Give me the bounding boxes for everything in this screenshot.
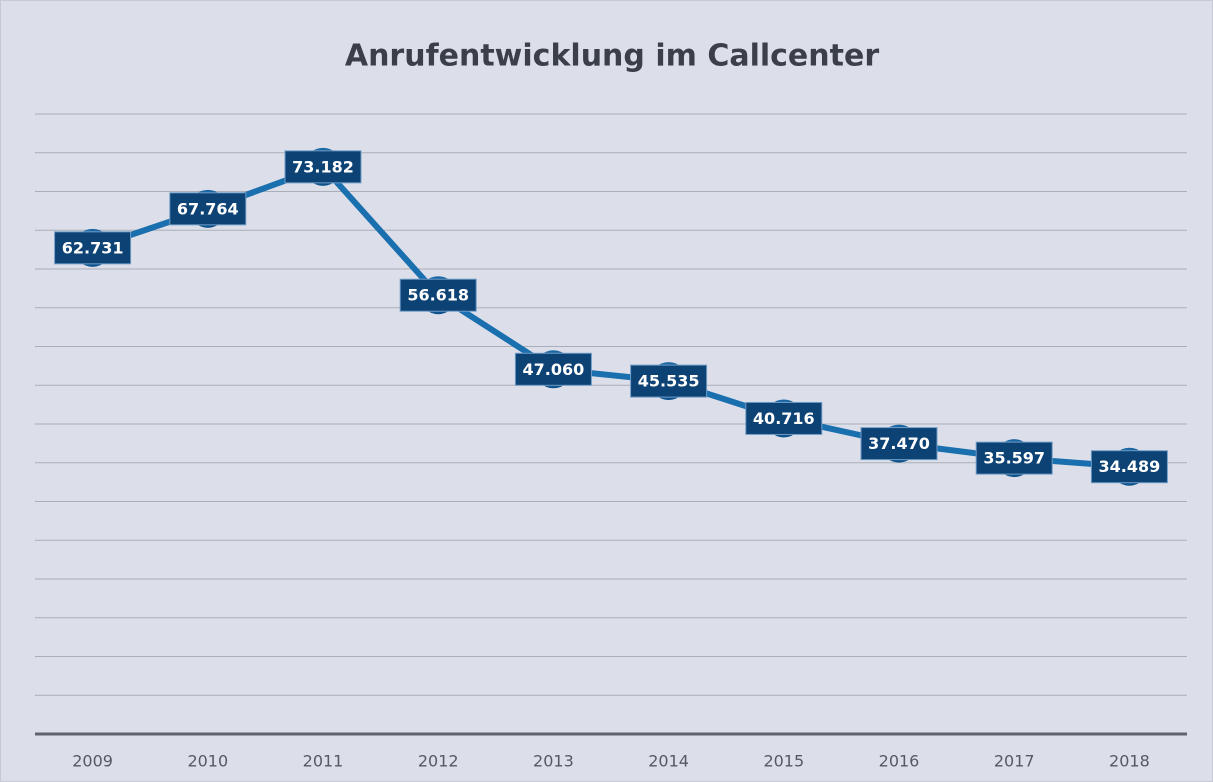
- x-tick-label: 2011: [303, 752, 344, 771]
- label-box: [399, 278, 477, 312]
- data-label: 37.470: [868, 434, 930, 453]
- line: [91, 163, 1130, 470]
- label-box: [630, 364, 708, 398]
- label-box: [975, 441, 1053, 475]
- data-label: 34.489: [1099, 457, 1161, 476]
- x-tick-label: 2017: [994, 752, 1035, 771]
- data-label: 47.060: [523, 360, 585, 379]
- label-box: [54, 231, 132, 265]
- x-tick-label: 2013: [533, 752, 574, 771]
- data-label: 56.618: [407, 286, 469, 305]
- x-tick-label: 2010: [187, 752, 228, 771]
- label-box: [284, 150, 362, 184]
- data-label: 45.535: [638, 372, 700, 391]
- label-box: [1090, 450, 1168, 484]
- label-box: [169, 192, 247, 226]
- x-tick-label: 2016: [879, 752, 920, 771]
- data-label: 73.182: [292, 157, 354, 176]
- data-label: 35.597: [983, 449, 1045, 468]
- label-box: [514, 352, 592, 386]
- data-label: 40.716: [753, 409, 815, 428]
- x-tick-label: 2009: [72, 752, 113, 771]
- data-label: 67.764: [177, 199, 239, 218]
- label-box: [745, 401, 823, 435]
- x-tick-label: 2014: [648, 752, 689, 771]
- x-tick-label: 2018: [1109, 752, 1150, 771]
- chart-title: Anrufentwicklung im Callcenter: [345, 39, 879, 74]
- x-tick-label: 2012: [418, 752, 459, 771]
- data-label: 62.731: [62, 238, 124, 257]
- label-box: [860, 427, 938, 461]
- x-tick-label: 2015: [763, 752, 804, 771]
